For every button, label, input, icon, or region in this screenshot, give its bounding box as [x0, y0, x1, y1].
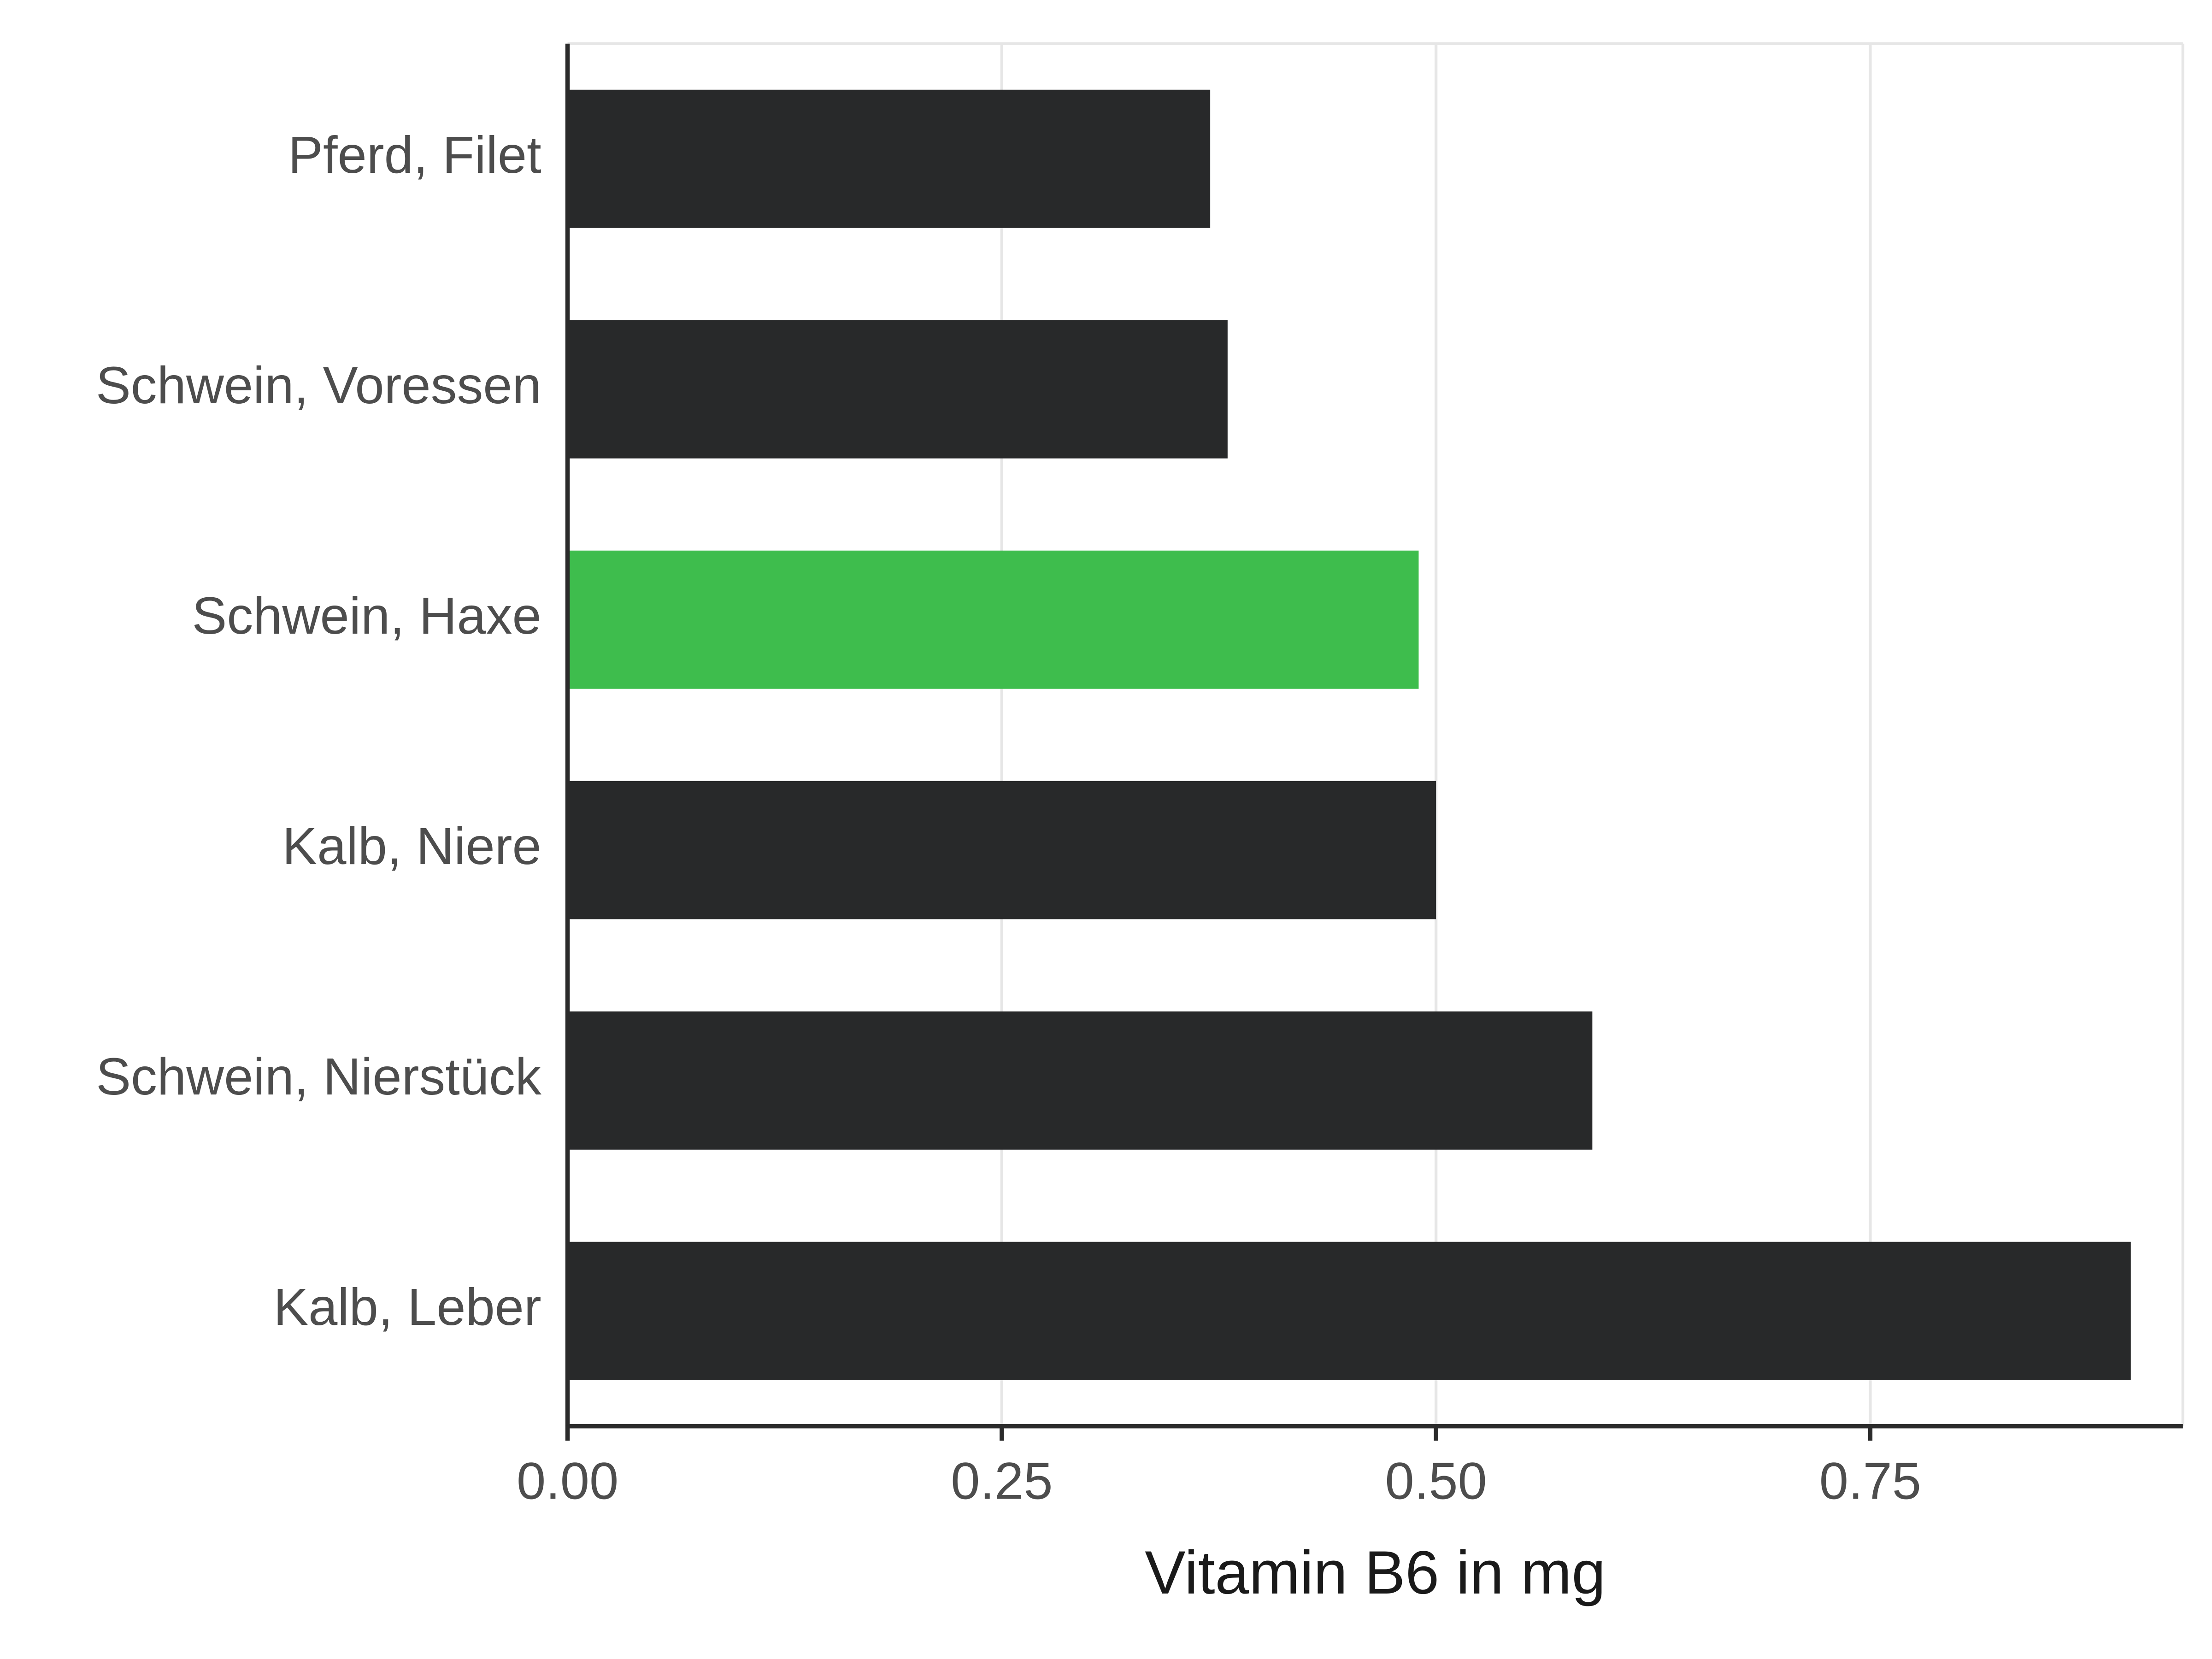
- x-tick-label: 0.50: [1385, 1452, 1487, 1511]
- x-axis-label: Vitamin B6 in mg: [1145, 1539, 1606, 1607]
- bar: [568, 781, 1436, 919]
- y-tick-label: Kalb, Leber: [273, 1278, 541, 1336]
- bar: [568, 90, 1211, 228]
- x-tick-label: 0.75: [1819, 1452, 1921, 1511]
- bar: [568, 1012, 1593, 1150]
- y-tick-label: Schwein, Nierstück: [96, 1047, 541, 1106]
- x-tick-label: 0.00: [517, 1452, 618, 1511]
- y-tick-label: Schwein, Voressen: [96, 356, 541, 415]
- y-tick-label: Pferd, Filet: [288, 126, 541, 184]
- bar-chart: Pferd, Filet Schwein, Voressen Schwein, Ha…: [0, 0, 2212, 1659]
- bar: [568, 320, 1228, 459]
- bar: [568, 551, 1419, 689]
- chart-container: Pferd, Filet Schwein, Voressen Schwein, Ha…: [0, 0, 2212, 1659]
- bar: [568, 1242, 2131, 1380]
- y-tick-label: Schwein, Haxe: [192, 587, 541, 645]
- x-tick-label: 0.25: [951, 1452, 1053, 1511]
- y-tick-label: Kalb, Niere: [282, 817, 541, 876]
